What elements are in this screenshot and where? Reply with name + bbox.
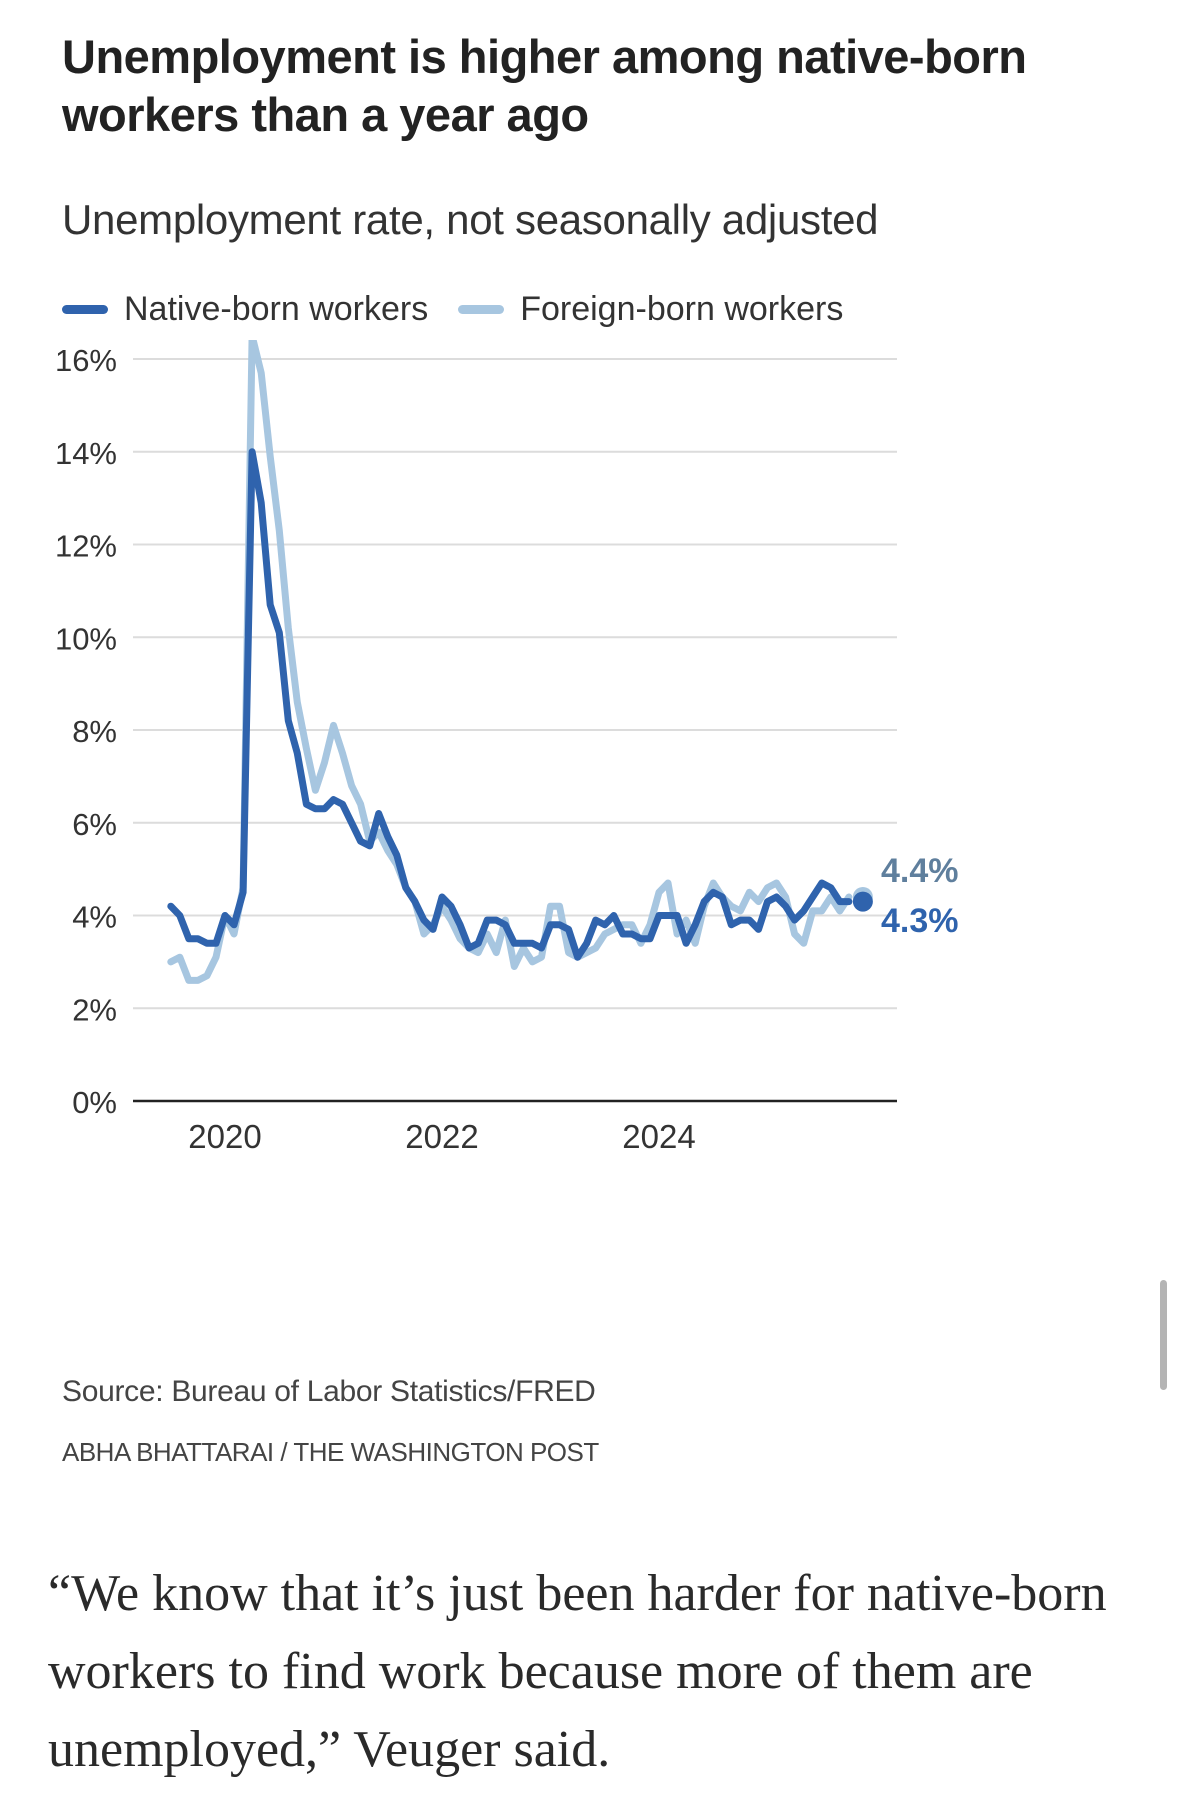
chart-subtitle: Unemployment rate, not seasonally adjust… — [62, 196, 879, 243]
x-axis-ticks: 2020 2022 2024 — [188, 1118, 695, 1155]
series-lines — [167, 340, 873, 984]
x-tick-label: 2020 — [188, 1118, 261, 1155]
legend-label-native: Native-born workers — [124, 290, 429, 328]
legend-swatch-native — [62, 305, 108, 314]
chart-title: Unemployment is higher among native-born… — [62, 30, 1027, 141]
source-note: Source: Bureau of Labor Statistics/FRED — [62, 1375, 596, 1408]
x-tick-label: 2022 — [405, 1118, 478, 1155]
y-tick-label: 12% — [55, 529, 117, 564]
y-axis-ticks: 0% 2% 4% 6% 8% 10% 12% 14% 16% — [55, 343, 117, 1120]
native-born-end-label: 4.3% — [881, 902, 959, 940]
y-tick-label: 0% — [72, 1085, 117, 1120]
y-tick-label: 8% — [72, 714, 117, 749]
legend-label-foreign: Foreign-born workers — [520, 290, 844, 328]
y-tick-label: 10% — [55, 621, 117, 656]
scrollbar[interactable] — [1160, 1280, 1167, 1390]
foreign-born-end-label: 4.4% — [881, 852, 959, 890]
x-tick-label: 2024 — [622, 1118, 695, 1155]
y-tick-label: 16% — [55, 343, 117, 378]
y-tick-label: 4% — [72, 900, 117, 935]
credit-line: ABHA BHATTARAI / THE WASHINGTON POST — [62, 1437, 599, 1467]
native-born-line — [167, 448, 853, 961]
legend-item-native: Native-born workers — [62, 290, 428, 329]
article-paragraph: “We know that it’s just been harder for … — [48, 1565, 1107, 1778]
foreign-born-line — [167, 340, 853, 984]
line-chart: 0% 2% 4% 6% 8% 10% 12% 14% 16% 2020 2022 2024 4.4%… — [55, 340, 959, 1155]
legend-item-foreign: Foreign-born workers — [458, 290, 843, 329]
native-born-end-dot — [852, 891, 873, 912]
y-tick-label: 2% — [72, 992, 117, 1027]
y-tick-label: 6% — [72, 807, 117, 842]
y-tick-label: 14% — [55, 436, 117, 471]
gridlines — [133, 358, 897, 1103]
legend: Native-born workers Foreign-born workers — [62, 290, 873, 329]
end-labels: 4.4% 4.3% — [881, 852, 959, 940]
legend-swatch-foreign — [458, 305, 505, 314]
